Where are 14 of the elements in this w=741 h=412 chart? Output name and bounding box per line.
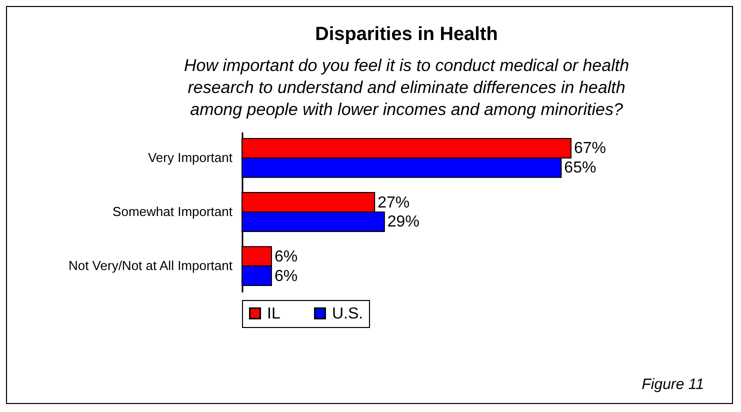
chart-subtitle: How important do you feel it is to conduct medical or health research to understand and eliminate differences in health among people with lower incomes and among minorities? (184, 56, 630, 119)
legend-label: U.S. (332, 305, 364, 322)
data-label: 67% (574, 140, 606, 158)
data-label: 6% (274, 268, 298, 285)
legend-label: IL (267, 305, 280, 322)
data-label: 65% (564, 160, 596, 177)
y-tick-label: Not Very/Not at All Important (68, 258, 233, 274)
data-label: 27% (378, 194, 410, 212)
caption: Figure 11 (642, 376, 704, 393)
y-tick-label: Very Important (148, 150, 233, 165)
data-label: 6% (274, 248, 298, 266)
data-label: 29% (387, 214, 420, 231)
chart-title: Disparities in Health (315, 24, 498, 45)
y-tick-label: Somewhat Important (112, 204, 233, 219)
